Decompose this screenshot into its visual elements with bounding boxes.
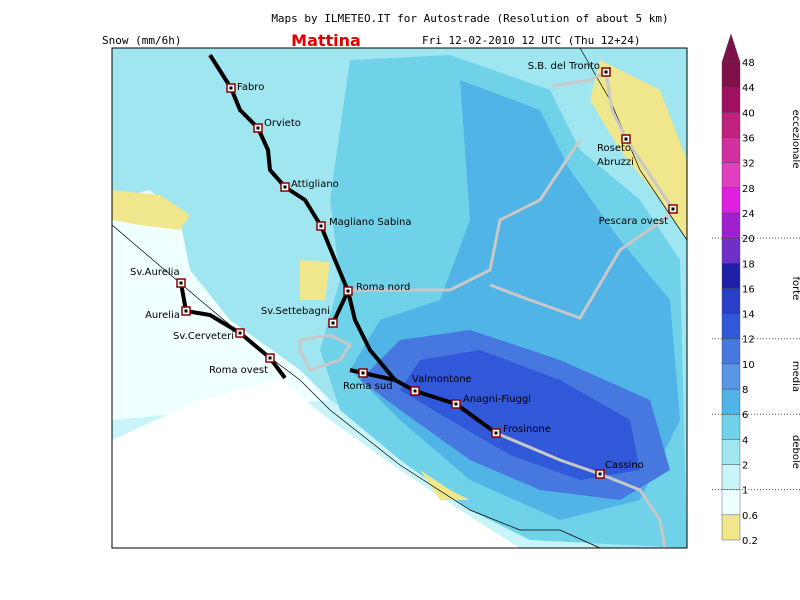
intensity-class: forte — [790, 277, 800, 301]
legend-band — [721, 61, 741, 88]
legend-level: 24 — [742, 209, 755, 220]
legend-level: 14 — [742, 310, 755, 321]
legend-level: 4 — [742, 435, 748, 446]
legend-level: 6 — [742, 410, 748, 421]
legend-arrow — [721, 33, 741, 63]
legend-level: 12 — [742, 335, 755, 346]
legend-level: 44 — [742, 83, 755, 94]
legend-level: 36 — [742, 133, 755, 144]
legend-level: 1 — [742, 486, 748, 497]
period-label: Mattina — [291, 31, 361, 50]
legend-level: 8 — [742, 385, 748, 396]
place-label: Aurelia — [145, 310, 180, 321]
legend-band — [721, 439, 741, 465]
legend-band — [721, 414, 741, 440]
legend: 0.20.61246810121416182024283236404448deb… — [712, 33, 800, 547]
place-marker-dot — [229, 86, 233, 90]
place-marker-dot — [604, 70, 608, 74]
place-label: Valmontone — [412, 374, 472, 385]
legend-band — [721, 388, 741, 415]
place-marker-dot — [346, 289, 350, 293]
shade-0.2-0.6 — [112, 60, 687, 500]
place-label: Attigliano — [291, 179, 339, 190]
place-label: Sv.Aurelia — [130, 267, 180, 278]
legend-band — [721, 313, 741, 339]
sea — [112, 380, 520, 548]
place-label: Roma sud — [343, 381, 393, 392]
place-marker-dot — [184, 309, 188, 313]
place-marker-dot — [319, 224, 323, 228]
place-marker-dot — [413, 389, 417, 393]
place-marker-dot — [238, 331, 242, 335]
legend-band — [721, 338, 741, 365]
place-label: Sv.Cerveteri — [173, 331, 234, 342]
place-label: Roma ovest — [209, 365, 268, 376]
legend-band — [721, 464, 741, 490]
map: Fabro Orvieto Attigliano Magliano Sabina Rom… — [111, 47, 688, 549]
place-label: Roma nord — [356, 282, 410, 293]
place-label: Anagni-Fiuggi — [463, 394, 531, 405]
place-label: Sv.Settebagni — [261, 306, 330, 317]
place-label: Orvieto — [264, 118, 301, 129]
legend-band — [721, 187, 741, 214]
map-frame — [111, 47, 688, 549]
legend-band — [721, 162, 741, 188]
variable-label: Snow (mm/6h) — [102, 34, 181, 47]
legend-band — [721, 263, 741, 289]
place-marker-dot — [598, 472, 602, 476]
map-title: Maps by ILMETEO.IT for Autostrade (Resol… — [271, 12, 668, 25]
place-label: Frosinone — [503, 424, 551, 435]
place-label: Pescara ovest — [599, 216, 668, 227]
place-marker-dot — [671, 207, 675, 211]
legend-level: 2 — [742, 461, 748, 472]
intensity-class: debole — [790, 435, 800, 469]
place-marker-dot — [268, 356, 272, 360]
place-marker-dot — [494, 431, 498, 435]
place-label: Magliano Sabina — [329, 217, 412, 228]
place-label: S.B. del Tronto — [528, 61, 600, 72]
legend-level: 18 — [742, 259, 755, 270]
legend-band — [721, 514, 741, 541]
intensity-class: media — [790, 361, 800, 392]
legend-level: 40 — [742, 108, 755, 119]
place-marker-dot — [283, 185, 287, 189]
legend-level: 20 — [742, 234, 755, 245]
place-marker-dot — [331, 321, 335, 325]
legend-band — [721, 237, 741, 264]
legend-level: 28 — [742, 184, 755, 195]
legend-level: 10 — [742, 360, 755, 371]
place-marker-dot — [179, 281, 183, 285]
legend-level: 0.2 — [742, 536, 758, 547]
date-label: Fri 12-02-2010 12 UTC (Thu 12+24) — [422, 34, 641, 47]
legend-level: 16 — [742, 284, 755, 295]
place-marker-dot — [454, 402, 458, 406]
place-marker-dot — [256, 126, 260, 130]
place-label: Roseto — [597, 143, 631, 154]
place-marker-dot — [361, 371, 365, 375]
legend-band — [721, 112, 741, 138]
legend-level: 48 — [742, 58, 755, 69]
place-label: Cassino — [605, 460, 644, 471]
legend-band — [721, 363, 741, 390]
legend-band — [721, 212, 741, 239]
legend-band — [721, 86, 741, 113]
legend-band — [721, 288, 741, 314]
place-marker-dot — [624, 137, 628, 141]
place-label: Fabro — [237, 82, 264, 93]
intensity-class: eccezionale — [790, 110, 800, 169]
legend-band — [721, 137, 741, 163]
legend-level: 0.6 — [742, 511, 758, 522]
shade-12-14 — [400, 350, 640, 480]
place-label: Abruzzi — [597, 157, 634, 168]
legend-level: 32 — [742, 159, 755, 170]
legend-band — [721, 489, 741, 516]
